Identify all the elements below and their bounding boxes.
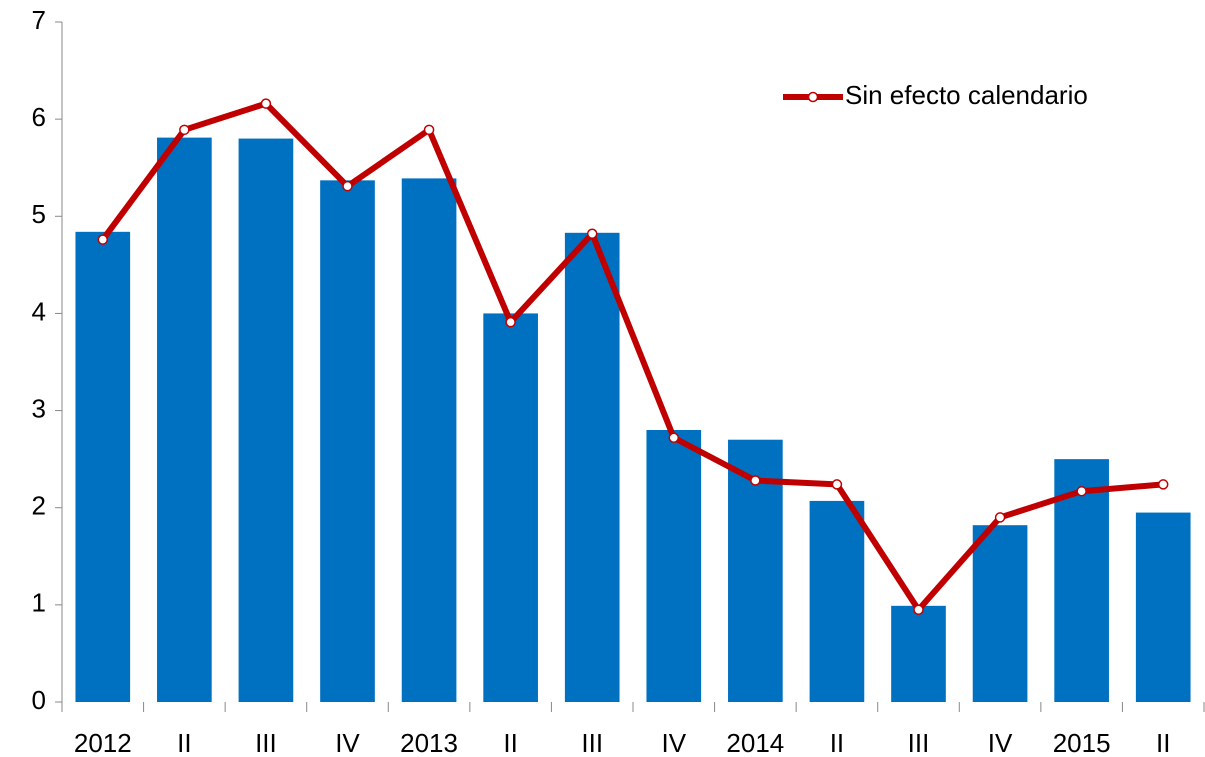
line <box>100 100 1164 613</box>
bar <box>646 430 702 702</box>
x-tick-label: II <box>1156 728 1170 757</box>
line-marker <box>179 124 190 136</box>
y-tick-label: 2 <box>32 491 46 521</box>
line-marker <box>1157 479 1169 490</box>
line-marker <box>505 316 516 328</box>
x-tick-label: IV <box>661 728 686 757</box>
line-marker <box>913 604 924 615</box>
y-tick-label: 7 <box>32 5 46 35</box>
y-tick-label: 0 <box>32 685 46 715</box>
line-marker <box>342 180 353 192</box>
bar <box>972 525 1028 702</box>
bar <box>401 178 457 702</box>
x-tick-label: 2013 <box>400 728 458 757</box>
x-tick-label: II <box>830 728 844 757</box>
x-tick-label: III <box>255 728 277 757</box>
legend-label: Sin efecto calendario <box>845 80 1088 110</box>
x-tick-label: III <box>908 728 930 757</box>
bar <box>1135 512 1191 702</box>
x-tick-label: IV <box>335 728 360 757</box>
line-marker <box>994 512 1006 523</box>
line-marker <box>668 432 680 444</box>
bar <box>483 313 538 702</box>
y-tick-label: 3 <box>32 393 46 423</box>
y-tick-label: 5 <box>32 199 46 229</box>
bar <box>238 138 294 703</box>
line-marker <box>1076 485 1087 497</box>
line-marker <box>586 228 598 240</box>
bar <box>320 180 375 703</box>
bar <box>564 232 620 703</box>
bar <box>809 500 865 702</box>
line-marker <box>423 124 435 136</box>
x-tick-label: II <box>503 728 517 757</box>
bar <box>891 605 946 702</box>
bar <box>157 137 212 703</box>
x-tick-label: 2015 <box>1053 728 1111 757</box>
line-marker <box>831 479 843 490</box>
y-tick-label: 6 <box>32 102 46 132</box>
bar <box>75 231 131 703</box>
line-marker <box>97 234 109 245</box>
x-tick-label: 2012 <box>74 728 132 757</box>
x-tick-label: 2014 <box>726 728 784 757</box>
x-tick-label: IV <box>988 728 1013 757</box>
legend-marker <box>807 91 819 103</box>
x-tick-label: III <box>581 728 603 757</box>
y-tick-label: 1 <box>32 588 46 618</box>
x-tick-label: II <box>177 728 191 757</box>
y-tick-label: 4 <box>32 296 46 326</box>
line-marker <box>750 475 761 486</box>
line-marker <box>260 98 272 109</box>
